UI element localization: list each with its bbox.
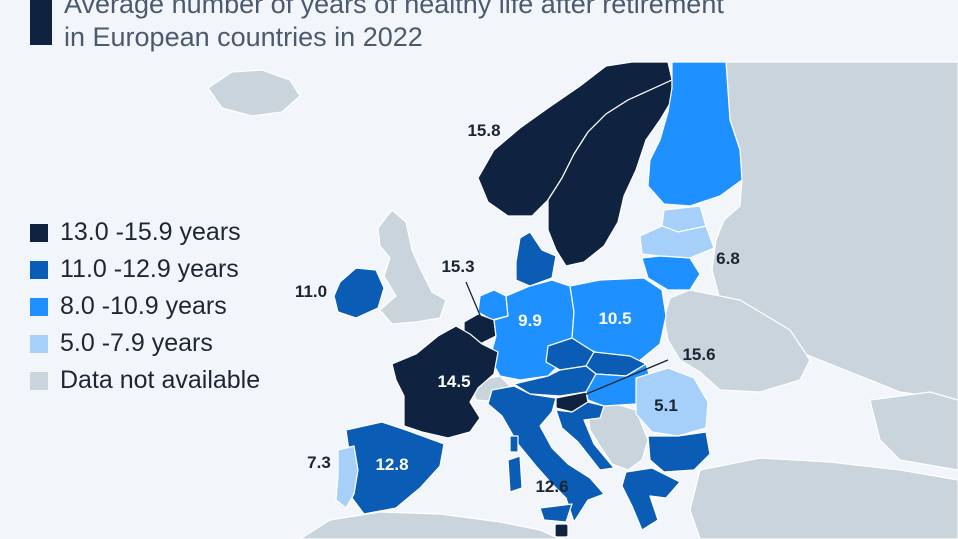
value-label-poland: 10.5 — [598, 309, 632, 328]
region-lithuania — [641, 255, 701, 291]
region-north-africa — [299, 511, 561, 539]
legend-label: 8.0 -10.9 years — [60, 292, 227, 320]
legend-swatch — [30, 223, 48, 242]
region-iceland — [207, 69, 301, 117]
legend-item: 5.0 -7.9 years — [30, 325, 260, 362]
region-sicily — [539, 503, 573, 523]
value-label-spain: 12.8 — [375, 455, 409, 474]
region-denmark — [515, 231, 557, 287]
value-label-ireland: 11.0 — [294, 282, 328, 301]
value-label-romania: 5.1 — [654, 396, 678, 415]
legend-swatch — [30, 371, 48, 390]
legend-swatch — [30, 297, 48, 316]
map-title-line1: Average number of years of healthy life … — [64, 0, 724, 19]
value-label-belgium: 15.3 — [441, 257, 475, 276]
region-caucasus — [869, 391, 958, 471]
region-france — [391, 325, 499, 439]
region-greece — [621, 467, 681, 531]
legend-label: 11.0 -12.9 years — [60, 255, 239, 283]
legend-label: Data not available — [60, 366, 261, 394]
leader-line-slovenia — [571, 359, 669, 401]
region-sardinia — [507, 455, 523, 493]
legend-item: 8.0 -10.9 years — [30, 288, 260, 325]
value-label-france: 14.5 — [437, 372, 471, 391]
legend-item: 11.0 -12.9 years — [30, 251, 260, 288]
region-balkans — [587, 401, 649, 471]
legend-swatch — [30, 260, 48, 279]
region-finland — [647, 61, 743, 207]
region-corsica — [509, 435, 519, 453]
region-portugal — [335, 445, 359, 509]
region-latvia — [639, 225, 715, 259]
legend-item: 13.0 -15.9 years — [30, 214, 260, 251]
value-label-portugal: 7.3 — [307, 453, 331, 472]
title-accent-bar — [30, 0, 52, 45]
value-label-germany: 9.9 — [518, 311, 542, 330]
map-title: Average number of years of healthy life … — [64, 0, 944, 54]
region-croatia — [555, 401, 615, 471]
legend-label: 5.0 -7.9 years — [60, 329, 213, 357]
value-label-slovenia: 15.6 — [682, 345, 716, 364]
region-bulgaria — [647, 431, 711, 473]
region-turkey — [689, 457, 958, 539]
value-label-italy: 12.6 — [535, 477, 569, 496]
map-title-line2: in European countries in 2022 — [64, 22, 423, 52]
region-romania — [635, 367, 709, 437]
region-uk — [377, 209, 447, 325]
legend-swatch — [30, 334, 48, 353]
value-label-norway: 15.8 — [467, 121, 501, 140]
leader-line-belgium — [465, 281, 483, 321]
legend-item: Data not available — [30, 362, 260, 399]
region-sweden — [547, 79, 673, 267]
legend-label: 13.0 -15.9 years — [60, 218, 241, 246]
region-ireland — [333, 267, 385, 319]
value-label-lithuania: 6.8 — [716, 249, 740, 268]
map-legend: 13.0 -15.9 years 11.0 -12.9 years 8.0 -1… — [30, 214, 260, 399]
region-malta — [554, 523, 569, 538]
region-poland — [569, 277, 667, 363]
